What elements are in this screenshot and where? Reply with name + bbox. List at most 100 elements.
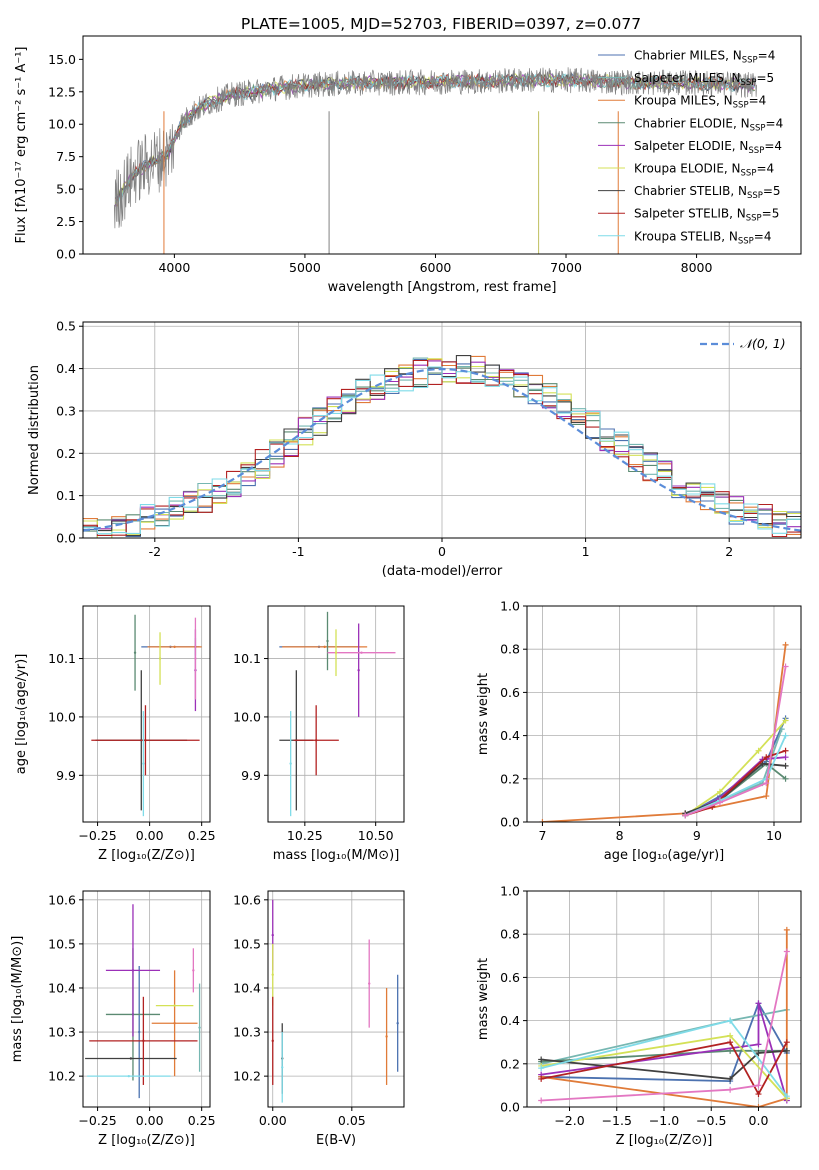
point-marker <box>198 1026 201 1029</box>
weight-marker <box>782 663 789 670</box>
y-tick-label: 10.4 <box>233 980 261 995</box>
y-tick-label: 1.0 <box>500 599 520 614</box>
point-marker <box>289 762 292 765</box>
data-point <box>105 904 161 1037</box>
y-axis-label: mass [log₁₀(M/M⊙)] <box>10 936 25 1063</box>
y-tick-label: 0.0 <box>500 815 520 830</box>
y-tick-label: 7.5 <box>56 149 76 164</box>
x-tick-label: −1.0 <box>649 1113 679 1128</box>
data-point <box>85 1057 177 1060</box>
point-marker <box>127 1074 131 1078</box>
y-tick-label: 10.1 <box>233 651 261 666</box>
x-axis-label: age [log₁₀(age/yr)] <box>604 848 725 863</box>
gaussian-curve <box>83 367 801 532</box>
axes-frame <box>526 605 802 823</box>
x-axis-label: E(B-V) <box>316 1133 356 1148</box>
y-tick-label: 10.0 <box>48 709 76 724</box>
weight-marker <box>727 1086 734 1093</box>
panel-age-vs-mass: 10.25 10.50 9.9 10.0 10.1 mass [log₁₀(M/M⊙)] <box>233 605 405 863</box>
data-point <box>194 617 197 700</box>
legend-label: Kroupa STELIB, NSSP=4 <box>634 229 772 246</box>
plot-area <box>113 67 757 254</box>
weight-marker <box>755 1050 762 1056</box>
plot-area <box>271 899 399 1103</box>
weight-marker <box>538 1065 545 1072</box>
legend-label: Salpeter MILES, NSSP=5 <box>634 71 774 88</box>
y-axis-label: mass weight <box>476 673 491 755</box>
weight-marker <box>778 726 785 733</box>
figure-title: PLATE=1005, MJD=52703, FIBERID=0397, z=0… <box>241 15 641 33</box>
data-point <box>133 614 137 691</box>
x-tick-label: 0.25 <box>188 828 216 843</box>
point-marker <box>314 739 318 742</box>
axes-frame <box>82 35 802 255</box>
point-marker <box>357 669 360 672</box>
y-tick-label: 10.2 <box>233 1069 261 1084</box>
point-marker <box>158 657 162 660</box>
point-marker <box>368 982 371 985</box>
point-marker <box>173 1022 176 1025</box>
x-tick-label: −0.25 <box>78 828 116 843</box>
data-point <box>155 1004 194 1007</box>
y-tick-label: 0.4 <box>500 1013 520 1028</box>
weight-series <box>538 1039 790 1098</box>
weight-marker <box>783 1047 790 1054</box>
point-marker <box>334 651 338 654</box>
y-tick-label: 10.0 <box>233 709 261 724</box>
x-tick-label: 5000 <box>289 260 321 275</box>
y-tick-label: 1.0 <box>500 884 520 899</box>
data-point <box>281 1032 284 1103</box>
x-tick-label: 0.25 <box>188 1113 216 1128</box>
x-tick-label: 4000 <box>158 260 190 275</box>
legend-label: Chabrier STELIB, NSSP=5 <box>634 184 781 201</box>
axes-frame <box>526 890 802 1108</box>
weight-line <box>541 1049 787 1080</box>
weight-marker <box>763 793 770 800</box>
weight-marker <box>727 1075 734 1082</box>
legend-label: Kroupa ELODIE, NSSP=4 <box>634 162 774 179</box>
y-tick-label: 0.0 <box>56 247 76 262</box>
y-tick-label: 10.0 <box>48 117 76 132</box>
weight-line <box>684 762 786 815</box>
legend-label: Salpeter STELIB, NSSP=5 <box>634 207 779 224</box>
x-axis-label: Z [log₁₀(Z/Z⊙)] <box>98 848 195 863</box>
observed-spectrum <box>113 67 757 229</box>
weight-marker <box>755 1082 762 1089</box>
legend: Chabrier MILES, NSSP=4 Salpeter MILES, NS… <box>598 49 783 246</box>
weight-marker <box>783 1093 790 1100</box>
data-point <box>271 996 274 1085</box>
x-tick-label: 7000 <box>550 260 582 275</box>
x-tick-label: 9 <box>693 828 701 843</box>
y-tick-label: 0.0 <box>500 1100 520 1115</box>
plot-area <box>91 614 202 817</box>
weight-line <box>684 735 787 817</box>
x-tick-label: 10.50 <box>358 828 394 843</box>
axes-frame <box>267 890 405 1108</box>
y-tick-label: 0.5 <box>56 319 76 334</box>
data-point <box>334 629 338 677</box>
weight-marker <box>755 1091 762 1098</box>
point-marker <box>192 969 195 972</box>
x-tick-label: 0.00 <box>136 828 164 843</box>
y-tick-label: 5.0 <box>56 182 76 197</box>
x-tick-label: 6000 <box>420 260 452 275</box>
y-tick-label: 10.6 <box>48 892 76 907</box>
y-tick-label: 10.3 <box>233 1025 261 1040</box>
weight-marker <box>755 747 762 754</box>
legend-label: Chabrier MILES, NSSP=4 <box>634 49 775 66</box>
weight-marker <box>716 788 723 795</box>
panel-mass-vs-Z: −0.25 0.00 0.25 10.2 10.3 10.4 10.5 10.6 Z [log₁… <box>10 890 216 1148</box>
point-marker <box>271 933 274 937</box>
data-point <box>87 1074 171 1078</box>
panel-massweight-vs-age: 7 8 9 10 0.0 0.2 0.4 0.6 0.8 1.0 age [log₁₀(age/yr… <box>476 599 802 863</box>
weight-marker <box>782 641 789 648</box>
panel-massweight-vs-Z: −2.0 −1.5 −1.0 −0.5 0.0 0.0 0.2 0.4 0.6 0.8 1.0 Z [… <box>476 884 802 1148</box>
data-point <box>198 983 201 1072</box>
x-tick-label: −0.5 <box>696 1113 726 1128</box>
x-tick-label: -1 <box>292 544 304 559</box>
x-tick-label: 10 <box>766 828 782 843</box>
point-marker <box>271 973 274 976</box>
point-marker <box>173 1004 176 1007</box>
y-tick-label: 12.5 <box>48 84 76 99</box>
weight-marker <box>727 1032 734 1039</box>
